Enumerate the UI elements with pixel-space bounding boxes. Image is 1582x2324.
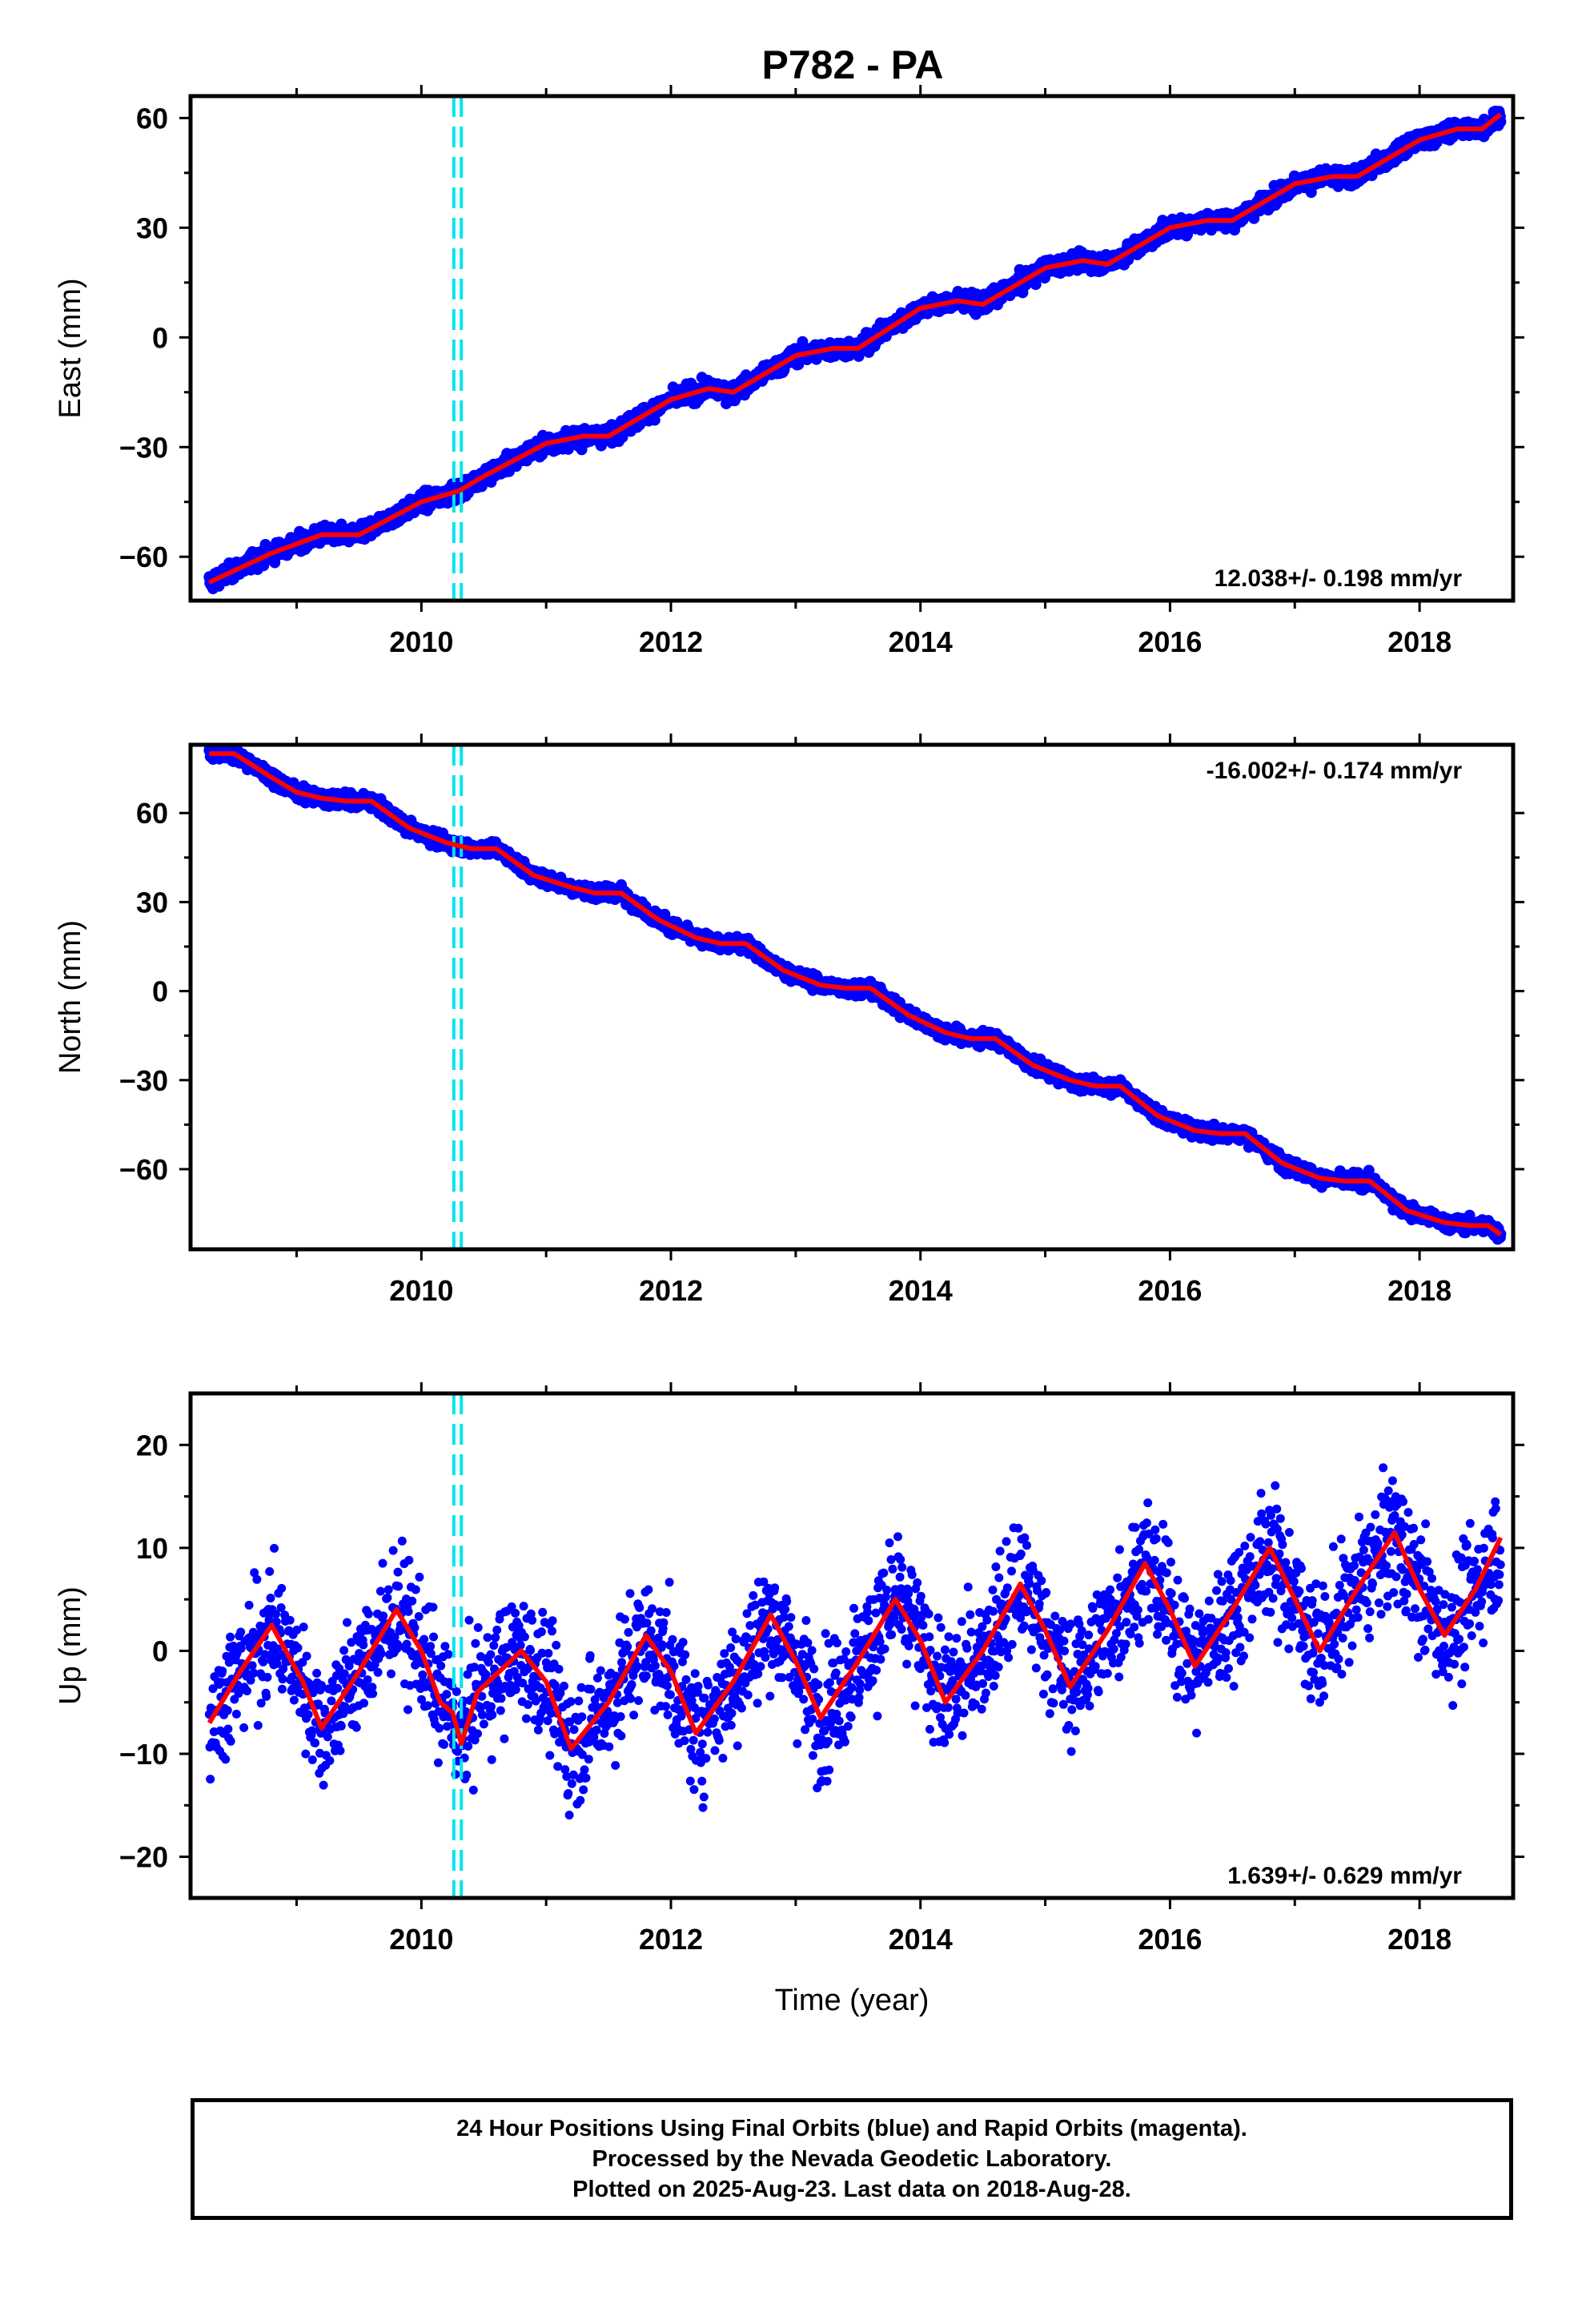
east-y-tick-label: 30	[136, 211, 168, 244]
east-frame	[188, 94, 1516, 603]
east-y-tick-label: −30	[119, 431, 168, 464]
east-plot-area	[203, 96, 1507, 601]
east-y-tick-label: 60	[136, 102, 168, 135]
east-x-tick-label: 2010	[389, 625, 453, 658]
east-x-tick-label: 2014	[889, 625, 953, 658]
east-x-tick-label: 2018	[1387, 625, 1452, 658]
east-x-tick-label: 2012	[639, 625, 703, 658]
east-y-tick-label: 0	[152, 321, 168, 354]
east-y-axis-label: East (mm)	[54, 278, 87, 418]
north-plot-area	[203, 745, 1507, 1249]
east-data-point	[648, 414, 661, 426]
north-points	[203, 745, 1507, 1245]
east-fit-curve	[208, 112, 1503, 585]
east-panel: 2010 2012 2014 2016 2018 −60 −30 0 30 60 East (mm)…	[54, 85, 1524, 658]
chart-title: P782 - PA	[762, 42, 944, 87]
east-rate-label: 12.038+/- 0.198 mm/yr	[1215, 565, 1463, 592]
east-y-tick-label: −60	[119, 541, 168, 573]
east-x-tick-label: 2016	[1138, 625, 1202, 658]
